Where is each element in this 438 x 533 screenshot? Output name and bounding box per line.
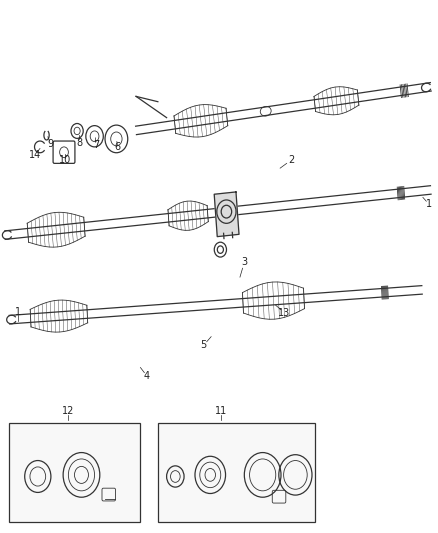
Bar <box>10 423 141 522</box>
Text: 7: 7 <box>93 140 99 150</box>
Text: 12: 12 <box>62 406 74 416</box>
Polygon shape <box>214 192 239 237</box>
Text: 10: 10 <box>59 155 71 165</box>
Text: 3: 3 <box>241 257 247 267</box>
Text: 2: 2 <box>288 155 294 165</box>
Text: 4: 4 <box>144 371 150 381</box>
Text: 1: 1 <box>425 199 431 209</box>
Text: 8: 8 <box>76 138 82 148</box>
Text: 1: 1 <box>15 306 21 317</box>
Text: 14: 14 <box>28 150 41 160</box>
Text: 11: 11 <box>215 406 227 416</box>
Text: 6: 6 <box>115 142 121 152</box>
Bar <box>158 423 315 522</box>
Text: 5: 5 <box>201 340 207 350</box>
Text: 13: 13 <box>279 308 291 318</box>
Text: 9: 9 <box>48 139 54 149</box>
